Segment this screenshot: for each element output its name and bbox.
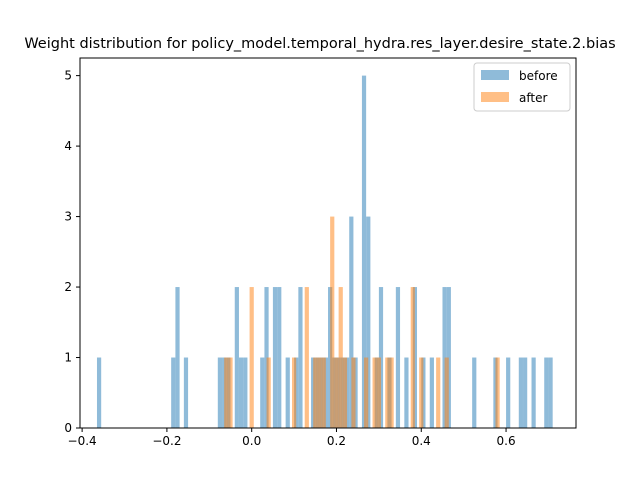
- bar-before-13: [277, 287, 282, 428]
- bar-after-12: [342, 357, 348, 428]
- bar-before-10: [260, 357, 265, 428]
- legend-swatch-after: [481, 92, 509, 102]
- bar-after-18: [389, 357, 394, 428]
- bar-after-22: [444, 357, 449, 428]
- bar-before-40: [472, 357, 477, 428]
- bar-before-16: [298, 287, 303, 428]
- bar-before-12: [272, 287, 278, 428]
- bar-before-26: [349, 216, 354, 428]
- x-tick-label: 0.4: [412, 434, 431, 448]
- bar-before-15: [294, 357, 299, 428]
- bar-before-30: [374, 357, 379, 428]
- series-before-bars: [96, 75, 553, 429]
- bar-before-17: [311, 357, 316, 428]
- bar-before-36: [421, 357, 426, 428]
- bar-after-19: [410, 287, 415, 428]
- bar-before-21: [328, 287, 333, 428]
- bar-before-11: [264, 287, 269, 428]
- chart-title: Weight distribution for policy_model.tem…: [24, 36, 615, 52]
- bar-before-23: [336, 357, 341, 428]
- bar-after-17: [385, 357, 390, 428]
- bar-before-20: [323, 357, 328, 428]
- bar-before-0: [96, 357, 102, 428]
- bar-before-37: [429, 357, 434, 428]
- bar-after-3: [266, 357, 271, 428]
- bar-before-47: [548, 357, 553, 428]
- axes-frame: [79, 57, 577, 429]
- x-tick-label: 0.2: [327, 434, 346, 448]
- bar-before-35: [412, 287, 418, 428]
- bar-after-1: [228, 357, 233, 428]
- bar-before-31: [378, 287, 384, 428]
- bar-after-21: [436, 357, 441, 428]
- legend-label-after: after: [519, 91, 547, 105]
- x-tick-label: 0.0: [242, 434, 261, 448]
- legend-label-before: before: [519, 69, 558, 83]
- y-tick-label: 0: [64, 421, 72, 435]
- bar-before-1: [171, 357, 176, 428]
- bar-after-14: [364, 357, 369, 428]
- bar-before-32: [387, 357, 392, 428]
- bar-after-6: [313, 357, 318, 428]
- y-axis-ticks: 0 1 2 3 4 5: [64, 69, 80, 435]
- y-tick-label: 1: [64, 351, 72, 365]
- bar-after-11: [338, 287, 343, 428]
- bar-before-29: [366, 216, 371, 428]
- bar-after-20: [419, 357, 424, 428]
- bar-before-39: [446, 287, 451, 428]
- bar-before-4: [217, 357, 222, 428]
- bar-before-43: [518, 357, 523, 428]
- bar-before-34: [404, 357, 409, 428]
- x-tick-label: 0.6: [497, 434, 516, 448]
- bar-after-5: [304, 287, 309, 428]
- y-tick-label: 5: [64, 69, 72, 83]
- bar-before-38: [442, 287, 447, 428]
- bar-after-10: [334, 357, 339, 428]
- bar-before-6: [226, 357, 231, 428]
- bar-after-13: [351, 357, 356, 428]
- bar-before-27: [353, 357, 358, 428]
- bar-before-14: [285, 357, 290, 428]
- y-tick-label: 4: [64, 139, 72, 153]
- bar-before-3: [183, 357, 189, 428]
- bar-before-2: [175, 287, 180, 428]
- bar-before-9: [243, 357, 248, 428]
- bar-before-8: [239, 357, 244, 428]
- bar-before-7: [234, 287, 239, 428]
- bar-before-45: [531, 357, 536, 428]
- bar-after-9: [330, 216, 335, 428]
- bar-after-8: [321, 357, 326, 428]
- bar-after-15: [372, 357, 377, 428]
- bar-before-22: [332, 357, 337, 428]
- bar-after-2: [249, 287, 254, 428]
- bar-before-44: [523, 357, 528, 428]
- x-tick-label: −0.4: [68, 434, 97, 448]
- bar-before-33: [395, 287, 401, 428]
- bar-after-23: [495, 357, 500, 428]
- bar-after-7: [317, 357, 322, 428]
- legend: before after: [473, 62, 571, 112]
- x-axis-ticks: −0.4 −0.2 0.0 0.2 0.4 0.6: [68, 428, 516, 448]
- x-tick-label: −0.2: [152, 434, 181, 448]
- bar-before-46: [544, 357, 549, 428]
- bar-before-28: [361, 75, 367, 429]
- bar-before-42: [506, 357, 511, 428]
- bar-before-18: [315, 357, 320, 428]
- bar-before-19: [319, 357, 324, 428]
- bar-after-4: [291, 357, 297, 428]
- bar-before-5: [222, 357, 227, 428]
- bar-after-16: [376, 357, 381, 428]
- y-tick-label: 3: [64, 210, 72, 224]
- bar-before-41: [493, 357, 498, 428]
- bar-after-0: [224, 357, 229, 428]
- bar-before-24: [340, 357, 345, 428]
- series-after-bars: [224, 216, 500, 428]
- bar-before-25: [344, 357, 350, 428]
- y-tick-label: 2: [64, 280, 72, 294]
- legend-swatch-before: [481, 70, 509, 80]
